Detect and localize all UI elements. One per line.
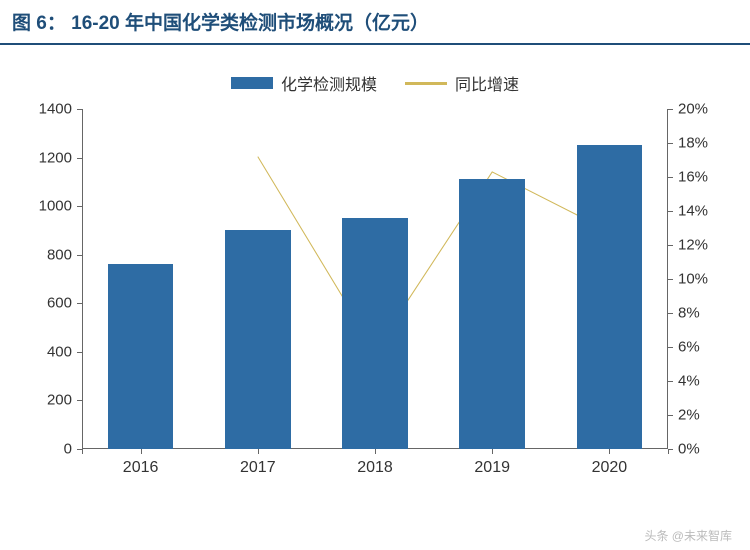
y-left-tick: 200 (47, 392, 72, 409)
y-axis-left: 0200400600800100012001400 (20, 109, 78, 449)
bar (577, 145, 643, 449)
y-left-tick: 0 (64, 441, 72, 458)
y-right-tick-mark (668, 245, 673, 246)
y-left-tick-mark (77, 352, 82, 353)
watermark: 头条 @未来智库 (644, 527, 732, 544)
chart-area: 0200400600800100012001400 0%2%4%6%8%10%1… (20, 109, 730, 489)
legend-line-swatch (405, 82, 447, 85)
legend-bar-swatch (231, 77, 273, 89)
y-left-tick: 1200 (39, 149, 72, 166)
y-right-tick-mark (668, 109, 673, 110)
y-left-tick: 800 (47, 246, 72, 263)
y-axis-right: 0%2%4%6%8%10%12%14%16%18%20% (672, 109, 730, 449)
bar (225, 230, 291, 449)
legend-item-bar: 化学检测规模 (231, 71, 377, 95)
bar (459, 179, 525, 449)
y-right-tick-mark (668, 177, 673, 178)
y-right-tick: 16% (678, 169, 708, 186)
y-right-tick: 2% (678, 407, 700, 424)
legend: 化学检测规模 同比增速 (0, 71, 750, 95)
y-right-tick: 10% (678, 271, 708, 288)
x-axis-label: 2019 (474, 459, 510, 477)
y-left-tick-mark (77, 109, 82, 110)
y-right-tick: 12% (678, 237, 708, 254)
x-axis-labels: 2016 2017 2018 2019 2020 (82, 451, 668, 489)
legend-line-label: 同比增速 (455, 71, 519, 95)
x-axis-label: 2018 (357, 459, 393, 477)
legend-item-line: 同比增速 (405, 71, 519, 95)
bar (342, 218, 408, 449)
y-right-tick-mark (668, 279, 673, 280)
legend-bar-label: 化学检测规模 (281, 71, 377, 95)
x-axis-label: 2016 (123, 459, 159, 477)
y-right-tick: 0% (678, 441, 700, 458)
y-left-tick: 600 (47, 295, 72, 312)
y-left-tick-mark (77, 400, 82, 401)
y-right-tick-mark (668, 415, 673, 416)
y-left-tick-mark (77, 255, 82, 256)
y-left-tick: 1000 (39, 198, 72, 215)
chart-title-bar: 图 6： 16-20 年中国化学类检测市场概况（亿元） (0, 0, 750, 45)
y-right-tick: 20% (678, 101, 708, 118)
y-left-tick: 400 (47, 343, 72, 360)
y-left-tick-mark (77, 158, 82, 159)
growth-line (258, 157, 610, 351)
chart-title: 图 6： 16-20 年中国化学类检测市场概况（亿元） (12, 13, 429, 34)
y-right-tick-mark (668, 313, 673, 314)
y-right-tick: 18% (678, 135, 708, 152)
x-axis-label: 2020 (592, 459, 628, 477)
y-right-tick: 6% (678, 339, 700, 356)
y-right-tick-mark (668, 347, 673, 348)
y-right-tick-mark (668, 381, 673, 382)
y-right-tick: 14% (678, 203, 708, 220)
plot-area (82, 109, 668, 449)
y-right-tick-mark (668, 211, 673, 212)
x-axis-label: 2017 (240, 459, 276, 477)
y-right-tick-mark (668, 143, 673, 144)
bar (108, 264, 174, 449)
y-left-tick-mark (77, 206, 82, 207)
y-left-tick: 1400 (39, 101, 72, 118)
x-tick-mark (668, 449, 669, 454)
y-left-tick-mark (77, 303, 82, 304)
y-right-tick: 8% (678, 305, 700, 322)
y-right-tick: 4% (678, 373, 700, 390)
